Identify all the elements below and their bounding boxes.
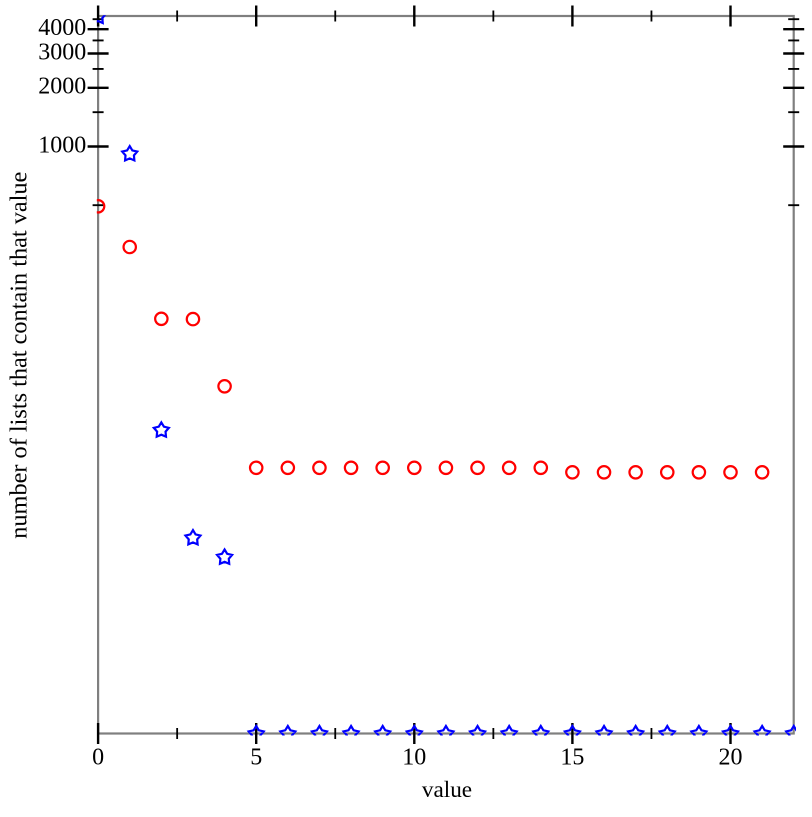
svg-text:5: 5: [250, 744, 262, 770]
svg-text:number of lists that contain t: number of lists that contain that value: [6, 172, 33, 539]
svg-text:1000: 1000: [38, 132, 86, 158]
svg-text:value: value: [422, 777, 472, 803]
svg-text:2000: 2000: [38, 74, 86, 100]
svg-text:20: 20: [719, 744, 743, 770]
svg-text:15: 15: [560, 744, 584, 770]
svg-text:4000: 4000: [38, 15, 86, 41]
svg-text:3000: 3000: [38, 39, 86, 65]
svg-text:10: 10: [402, 744, 426, 770]
svg-text:0: 0: [92, 744, 104, 770]
